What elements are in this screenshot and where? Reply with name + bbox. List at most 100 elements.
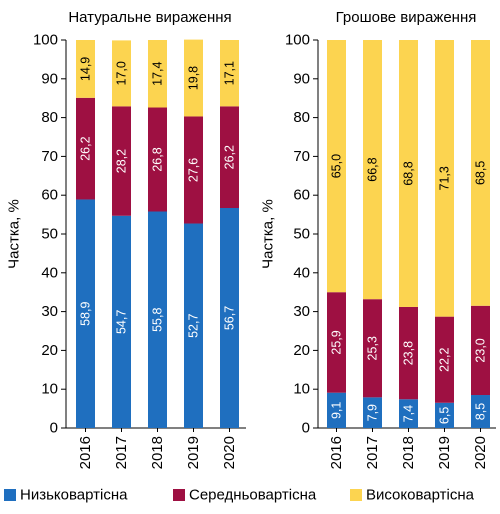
x-tick-label-0-2: 2018 <box>149 436 166 469</box>
y-tick-label-1-90: 90 <box>293 70 310 87</box>
bar-segment-0-4-0 <box>220 208 239 428</box>
bar-segment-1-4-0 <box>471 395 490 428</box>
x-tick-label-1-2: 2018 <box>400 436 417 469</box>
y-tick-label-1-70: 70 <box>293 148 310 165</box>
bar-segment-1-3-2 <box>435 40 454 317</box>
bar-value-label-0-1-2: 17,0 <box>115 61 129 85</box>
y-tick-label-0-90: 90 <box>41 70 58 87</box>
bar-value-label-0-0-2: 14,9 <box>79 57 93 81</box>
y-tick-label-1-20: 20 <box>293 342 310 359</box>
bar-value-label-0-0-1: 26,2 <box>79 136 93 160</box>
bar-segment-0-0-2 <box>76 40 95 98</box>
bar-value-label-0-4-2: 17,1 <box>223 61 237 85</box>
y-tick-label-1-60: 60 <box>293 187 310 204</box>
bar-value-label-1-1-2: 66,8 <box>366 157 380 181</box>
y-tick-label-1-80: 80 <box>293 109 310 126</box>
bar-segment-1-2-2 <box>399 40 418 307</box>
y-tick-label-0-80: 80 <box>41 109 58 126</box>
legend-swatch-0 <box>4 489 16 501</box>
y-tick-label-1-100: 100 <box>285 32 310 49</box>
bar-value-label-0-2-2: 17,4 <box>151 62 165 86</box>
x-tick-label-1-1: 2017 <box>364 436 381 469</box>
bar-value-label-1-4-0: 8,5 <box>474 403 488 420</box>
bar-segment-1-4-1 <box>471 305 490 396</box>
bar-value-label-0-3-1: 27,6 <box>187 158 201 182</box>
bar-segment-1-1-2 <box>363 40 382 300</box>
x-tick-label-1-0: 2016 <box>328 436 345 469</box>
bar-segment-0-4-2 <box>220 40 239 107</box>
bar-value-label-1-2-0: 7,4 <box>402 405 416 422</box>
bar-value-label-0-0-0: 58,9 <box>79 302 93 326</box>
bar-value-label-1-3-0: 6,5 <box>438 407 452 424</box>
legend-label-0: Низьковартісна <box>20 487 128 504</box>
y-tick-label-0-50: 50 <box>41 226 58 243</box>
bar-value-label-1-2-1: 23,8 <box>402 341 416 365</box>
x-tick-label-0-3: 2019 <box>185 436 202 469</box>
bar-segment-0-1-1 <box>112 106 131 216</box>
y-tick-label-0-10: 10 <box>41 381 58 398</box>
bar-value-label-1-3-2: 71,3 <box>438 166 452 190</box>
y-tick-label-1-50: 50 <box>293 226 310 243</box>
y-tick-label-1-40: 40 <box>293 264 310 281</box>
y-axis-label-0: Частка, % <box>6 199 23 269</box>
bar-value-label-0-1-0: 54,7 <box>115 310 129 334</box>
bar-value-label-1-1-1: 25,3 <box>366 336 380 360</box>
y-tick-label-0-30: 30 <box>41 303 58 320</box>
y-tick-label-1-30: 30 <box>293 303 310 320</box>
x-tick-label-0-4: 2020 <box>221 436 238 469</box>
bar-value-label-1-0-0: 9,1 <box>330 402 344 419</box>
bar-value-label-1-1-0: 7,9 <box>366 404 380 421</box>
chart-title-0: Натуральне вираження <box>68 9 231 26</box>
bar-segment-0-3-2 <box>184 39 203 117</box>
bar-value-label-0-1-1: 28,2 <box>115 149 129 173</box>
x-tick-label-1-3: 2019 <box>436 436 453 469</box>
bar-segment-0-3-1 <box>184 116 203 224</box>
bar-segment-0-2-1 <box>148 107 167 212</box>
y-tick-label-1-10: 10 <box>293 381 310 398</box>
bar-value-label-1-0-1: 25,9 <box>330 330 344 354</box>
bar-value-label-0-3-0: 52,7 <box>187 314 201 338</box>
x-tick-label-1-4: 2020 <box>472 436 489 469</box>
bar-value-label-1-2-2: 68,8 <box>402 161 416 185</box>
chart-title-1: Грошове вираження <box>336 9 477 26</box>
legend-label-1: Середньовартісна <box>189 487 317 504</box>
bar-segment-0-0-0 <box>76 199 95 428</box>
bar-value-label-1-4-2: 68,5 <box>474 161 488 185</box>
bar-segment-1-3-1 <box>435 316 454 403</box>
bar-segment-0-1-0 <box>112 215 131 428</box>
bar-value-label-0-4-1: 26,2 <box>223 145 237 169</box>
y-tick-label-0-100: 100 <box>33 32 58 49</box>
y-tick-label-1-0: 0 <box>302 420 310 437</box>
bar-value-label-0-3-2: 19,8 <box>187 66 201 90</box>
y-tick-label-0-0: 0 <box>50 420 58 437</box>
x-tick-label-0-1: 2017 <box>113 436 130 469</box>
bar-value-label-0-4-0: 56,7 <box>223 306 237 330</box>
bar-value-label-0-2-1: 26,8 <box>151 147 165 171</box>
bar-value-label-0-2-0: 55,8 <box>151 308 165 332</box>
bar-segment-1-1-1 <box>363 299 382 398</box>
bar-segment-1-3-0 <box>435 402 454 428</box>
bar-segment-1-4-2 <box>471 40 490 306</box>
bar-segment-1-0-0 <box>327 392 346 428</box>
bar-value-label-1-4-1: 23,0 <box>474 338 488 362</box>
bar-segment-0-4-1 <box>220 106 239 209</box>
bar-segment-1-2-0 <box>399 399 418 428</box>
bar-segment-1-0-2 <box>327 40 346 293</box>
bar-segment-1-1-0 <box>363 397 382 428</box>
y-tick-label-0-70: 70 <box>41 148 58 165</box>
bar-segment-0-2-0 <box>148 211 167 428</box>
y-tick-label-0-60: 60 <box>41 187 58 204</box>
legend-swatch-2 <box>350 489 362 501</box>
bar-segment-0-3-0 <box>184 223 203 428</box>
y-axis-label-1: Частка, % <box>260 199 277 269</box>
legend-swatch-1 <box>173 489 185 501</box>
x-tick-label-0-0: 2016 <box>77 436 94 469</box>
bar-segment-0-2-2 <box>148 40 167 108</box>
bar-value-label-1-3-1: 22,2 <box>438 348 452 372</box>
bar-segment-1-0-1 <box>327 292 346 393</box>
legend-label-2: Високовартісна <box>366 487 475 504</box>
bar-segment-1-2-1 <box>399 306 418 400</box>
bar-segment-0-0-1 <box>76 97 95 200</box>
